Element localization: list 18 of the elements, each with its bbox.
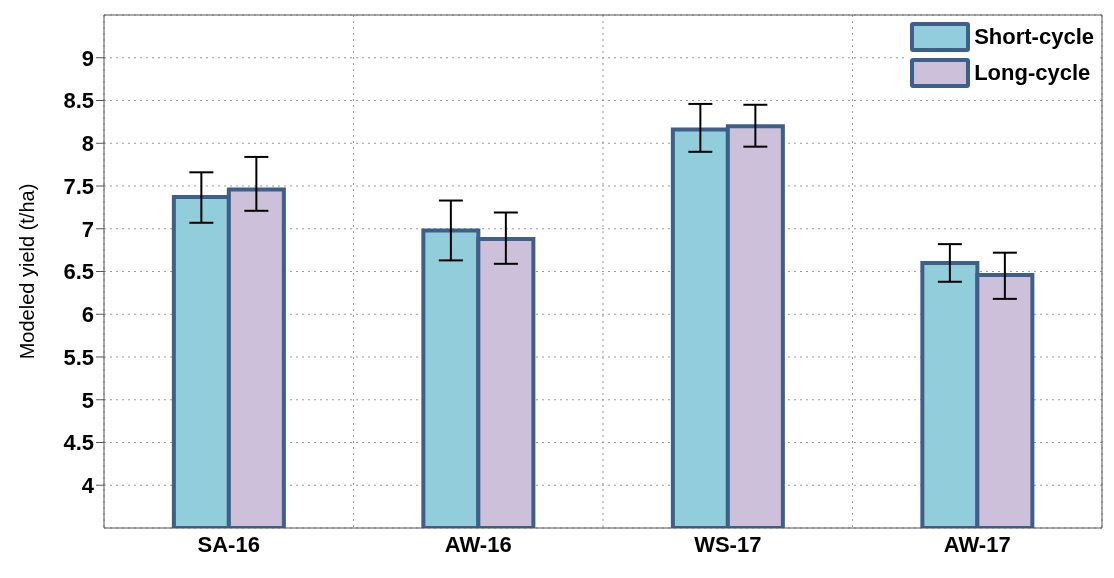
legend-label: Short-cycle xyxy=(974,24,1094,50)
y-tick-label: 6 xyxy=(81,302,94,328)
x-tick-label: AW-17 xyxy=(943,531,1011,557)
x-tick-label: WS-17 xyxy=(694,531,762,557)
legend-label: Long-cycle xyxy=(974,60,1091,86)
y-tick-label: 8 xyxy=(81,131,94,157)
x-tick-label: SA-16 xyxy=(197,531,260,557)
x-tick-label: AW-16 xyxy=(444,531,512,557)
y-tick-label: 4.5 xyxy=(63,430,94,456)
y-tick-label: 5 xyxy=(81,387,94,413)
y-tick-label: 7.5 xyxy=(63,173,94,199)
y-tick-label: 6.5 xyxy=(63,259,94,285)
y-tick-label: 4 xyxy=(81,473,95,499)
y-tick-label: 9 xyxy=(81,45,94,71)
y-tick-label: 7 xyxy=(81,216,94,242)
y-tick-label: 5.5 xyxy=(63,344,94,370)
y-axis-title: Modeled yield (t/ha) xyxy=(16,183,39,360)
y-tick-label: 8.5 xyxy=(63,88,94,114)
